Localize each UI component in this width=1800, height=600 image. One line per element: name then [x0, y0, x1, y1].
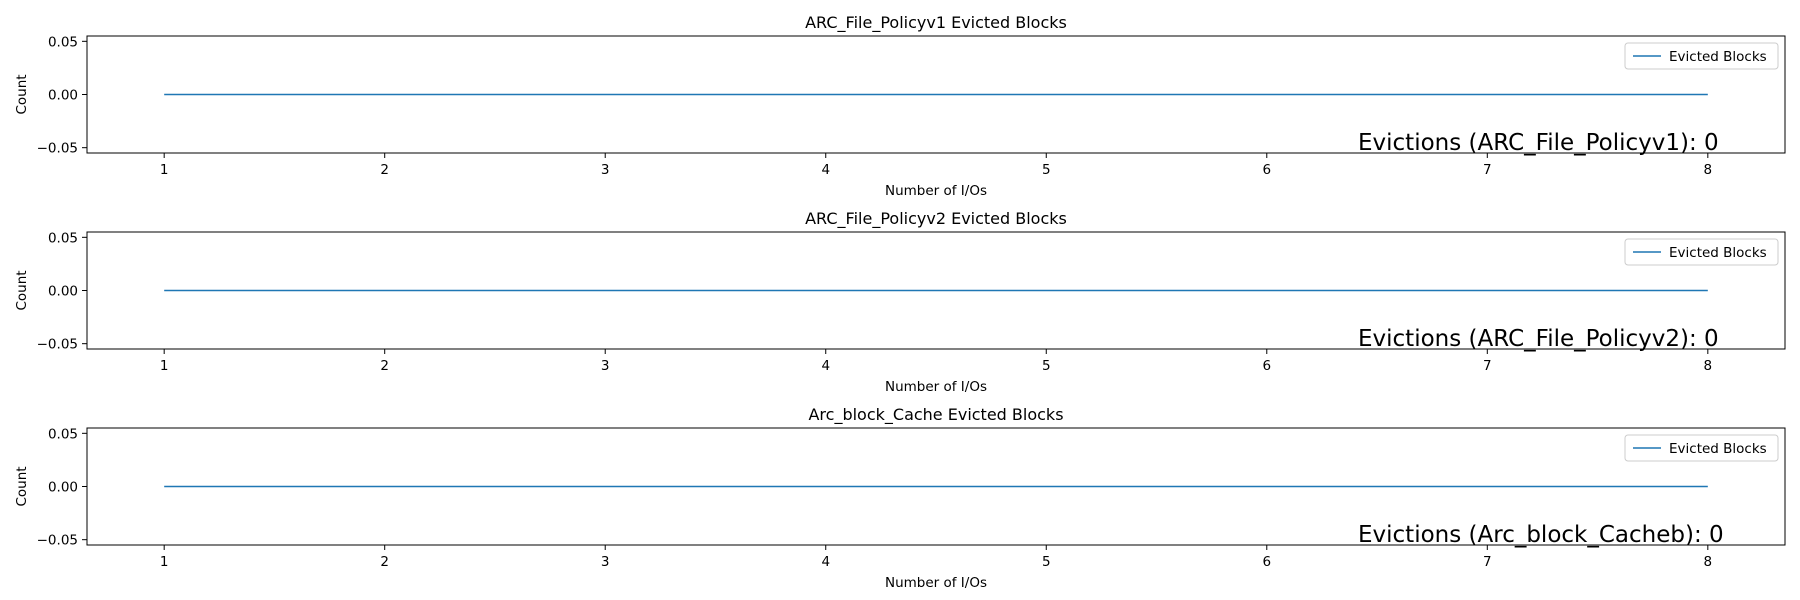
- axes-frame: [86, 231, 1786, 350]
- x-tick-label: 5: [1042, 554, 1051, 570]
- axes-frame: [86, 35, 1786, 154]
- legend-box: [1624, 238, 1779, 266]
- axes-frame: [86, 427, 1786, 546]
- legend: Evicted Blocks: [1624, 42, 1779, 70]
- x-tick-label: 7: [1483, 162, 1492, 178]
- x-tick-label: 6: [1262, 554, 1271, 570]
- evictions-annotation: Evictions (ARC_File_Policyv1): 0: [1358, 130, 1719, 156]
- x-tick-label: 1: [160, 358, 169, 374]
- x-tick-label: 4: [821, 162, 830, 178]
- x-tick-label: 5: [1042, 358, 1051, 374]
- x-tick-label: 2: [380, 358, 389, 374]
- legend: Evicted Blocks: [1624, 434, 1779, 462]
- y-tick-label: 0.00: [48, 88, 78, 104]
- subplot-title: Arc_block_Cache Evicted Blocks: [808, 405, 1063, 425]
- x-tick-label: 4: [821, 554, 830, 570]
- y-tick-label: −0.05: [37, 337, 78, 353]
- x-tick-label: 1: [160, 162, 169, 178]
- x-tick-label: 3: [601, 554, 610, 570]
- x-tick-label: 3: [601, 358, 610, 374]
- legend: Evicted Blocks: [1624, 238, 1779, 266]
- x-tick-label: 4: [821, 358, 830, 374]
- y-tick-label: 0.00: [48, 284, 78, 300]
- x-tick-label: 6: [1262, 358, 1271, 374]
- subplot-title: ARC_File_Policyv2 Evicted Blocks: [805, 209, 1067, 229]
- legend-label: Evicted Blocks: [1669, 441, 1767, 457]
- x-tick-label: 8: [1704, 358, 1713, 374]
- y-tick-label: −0.05: [37, 533, 78, 549]
- y-tick-label: 0.05: [48, 230, 78, 246]
- x-tick-label: 1: [160, 554, 169, 570]
- legend-label: Evicted Blocks: [1669, 49, 1767, 65]
- x-tick-label: 2: [380, 554, 389, 570]
- evictions-annotation: Evictions (ARC_File_Policyv2): 0: [1358, 326, 1719, 352]
- x-tick-label: 8: [1704, 162, 1713, 178]
- x-tick-label: 7: [1483, 554, 1492, 570]
- legend-label: Evicted Blocks: [1669, 245, 1767, 261]
- subplot-title: ARC_File_Policyv1 Evicted Blocks: [805, 13, 1067, 33]
- y-axis-label: Count: [14, 466, 30, 506]
- x-tick-label: 8: [1704, 554, 1713, 570]
- y-tick-label: 0.05: [48, 426, 78, 442]
- y-tick-label: −0.05: [37, 141, 78, 157]
- y-tick-label: 0.05: [48, 34, 78, 50]
- subplot-1: ARC_File_Policyv1 Evicted Blocks −0.05 0.0…: [14, 13, 1786, 199]
- y-axis-label: Count: [14, 74, 30, 114]
- x-tick-label: 5: [1042, 162, 1051, 178]
- legend-box: [1624, 42, 1779, 70]
- subplot-3: Arc_block_Cache Evicted Blocks −0.05 0.00 0…: [14, 405, 1786, 591]
- subplot-2: ARC_File_Policyv2 Evicted Blocks −0.05 0.0…: [14, 209, 1786, 395]
- x-tick-label: 2: [380, 162, 389, 178]
- x-tick-label: 3: [601, 162, 610, 178]
- legend-box: [1624, 434, 1779, 462]
- x-tick-label: 7: [1483, 358, 1492, 374]
- x-axis-label: Number of I/Os: [885, 575, 987, 591]
- x-tick-label: 6: [1262, 162, 1271, 178]
- y-tick-label: 0.00: [48, 480, 78, 496]
- y-axis-label: Count: [14, 270, 30, 310]
- evictions-annotation: Evictions (Arc_block_Cacheb): 0: [1358, 522, 1724, 548]
- x-axis-label: Number of I/Os: [885, 379, 987, 395]
- x-axis-label: Number of I/Os: [885, 183, 987, 199]
